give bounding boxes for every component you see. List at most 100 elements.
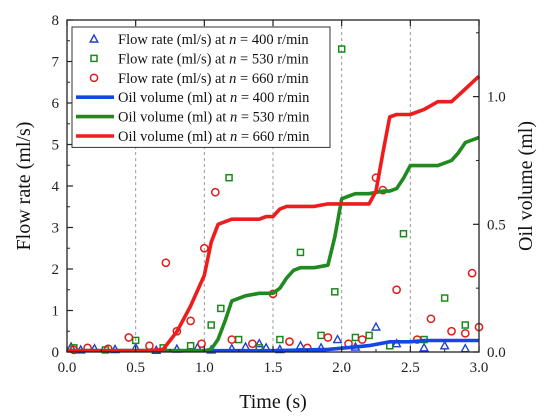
legend-label: Oil volume (ml) at n = 660 r/min: [118, 129, 310, 145]
legend-label-part: = 660 r/min: [237, 129, 310, 145]
legend-label: Oil volume (ml) at n = 400 r/min: [118, 90, 310, 106]
legend-label-part: Oil volume (ml) at: [118, 90, 230, 106]
data-point: [285, 337, 294, 346]
series-3: [67, 338, 479, 353]
data-point: [197, 339, 206, 349]
data-point: [161, 258, 171, 268]
data-point: [248, 339, 257, 349]
series-4: [67, 135, 480, 353]
y-tick-label: 0: [52, 345, 60, 361]
legend-label-part: n: [229, 71, 236, 87]
y-tick-label: 1: [52, 304, 60, 320]
legend-label-part: = 400 r/min: [237, 90, 310, 106]
data-point: [337, 45, 346, 53]
legend-item-4: Oil volume (ml) at n = 530 r/min: [76, 110, 310, 126]
legend-item-1: Flow rate (ml/s) at n = 530 r/min: [90, 51, 309, 67]
legend-marker: [89, 33, 99, 43]
data-point: [371, 321, 381, 331]
data-point: [419, 342, 430, 352]
legend-label-part: = 530 r/min: [237, 110, 310, 126]
data-point: [227, 335, 237, 344]
legend-label-part: n: [230, 110, 237, 126]
y-tick-label: 7: [52, 55, 60, 71]
x-tick-label: 2.5: [401, 360, 420, 376]
data-point: [351, 333, 360, 342]
legend-label-part: n: [230, 90, 237, 106]
legend-label-part: Oil volume (ml) at: [118, 129, 230, 145]
data-point: [460, 328, 470, 338]
data-point: [357, 335, 367, 344]
series-2: [69, 173, 484, 355]
data-point: [234, 335, 243, 344]
legend-label-part: Flow rate (ml/s) at: [118, 71, 229, 87]
x-axis-title: Time (s): [239, 391, 307, 413]
legend-label: Flow rate (ml/s) at n = 530 r/min: [118, 51, 309, 67]
data-point: [225, 173, 233, 182]
data-point: [331, 288, 339, 296]
legend-label-part: n: [229, 32, 236, 48]
legend-box: [71, 26, 331, 148]
legend-label-part: Oil volume (ml) at: [118, 110, 230, 126]
legend-label-part: Flow rate (ml/s) at: [118, 32, 229, 48]
data-point: [440, 294, 449, 302]
data-point: [217, 304, 225, 313]
x-tick-label: 0.0: [58, 360, 77, 376]
data-point: [210, 187, 220, 197]
legend-marker: [90, 54, 98, 63]
data-point: [447, 326, 456, 336]
legend-label: Flow rate (ml/s) at n = 400 r/min: [118, 32, 309, 48]
data-point: [332, 334, 343, 344]
data-point: [296, 248, 305, 257]
data-point: [124, 333, 134, 342]
legend-item-0: Flow rate (ml/s) at n = 400 r/min: [89, 32, 309, 48]
data-point: [172, 326, 182, 336]
data-point: [365, 331, 373, 340]
data-point: [323, 333, 333, 342]
data-point: [186, 316, 195, 326]
series-layer: [66, 45, 484, 355]
y-tick-label: 3: [52, 221, 60, 237]
series-5: [67, 74, 481, 353]
legend-item-3: Oil volume (ml) at n = 400 r/min: [76, 90, 310, 106]
data-point: [392, 285, 401, 295]
legend-marker: [89, 73, 99, 83]
x-tick-label: 1.0: [195, 360, 214, 376]
y-tick-label: 6: [52, 96, 60, 112]
x-tick-label: 3.0: [470, 360, 489, 376]
series-line: [67, 338, 479, 353]
data-point: [399, 229, 408, 238]
data-point: [317, 331, 325, 340]
y-tick-label: 8: [52, 13, 60, 29]
data-point: [131, 336, 140, 345]
y2-tick-label: 0.5: [487, 217, 506, 233]
data-point: [276, 335, 284, 344]
y-tick-label: 5: [52, 138, 60, 154]
legend-label-part: Flow rate (ml/s) at: [118, 51, 229, 67]
data-point: [460, 343, 471, 353]
data-point: [186, 342, 195, 350]
data-point: [467, 268, 477, 278]
data-point: [439, 340, 450, 350]
y2-axis-title: Oil volume (ml): [515, 121, 537, 251]
legend-item-2: Flow rate (ml/s) at n = 660 r/min: [89, 71, 309, 87]
data-point: [426, 314, 436, 324]
series-1: [70, 45, 470, 354]
data-point: [254, 338, 265, 348]
legend-label-part: = 400 r/min: [236, 32, 309, 48]
legend-label: Oil volume (ml) at n = 530 r/min: [118, 110, 310, 126]
legend-label-part: = 530 r/min: [236, 51, 309, 67]
legend-label-part: = 660 r/min: [236, 71, 309, 87]
data-point: [145, 341, 154, 351]
legend-label-part: n: [230, 129, 237, 145]
data-point: [461, 321, 470, 329]
x-tick-label: 0.5: [126, 360, 145, 376]
series-line: [67, 74, 481, 353]
legend-label-part: n: [229, 51, 236, 67]
legend-item-5: Oil volume (ml) at n = 660 r/min: [76, 129, 310, 145]
legend-label: Flow rate (ml/s) at n = 660 r/min: [118, 71, 309, 87]
data-point: [199, 243, 209, 253]
data-point: [207, 321, 215, 329]
